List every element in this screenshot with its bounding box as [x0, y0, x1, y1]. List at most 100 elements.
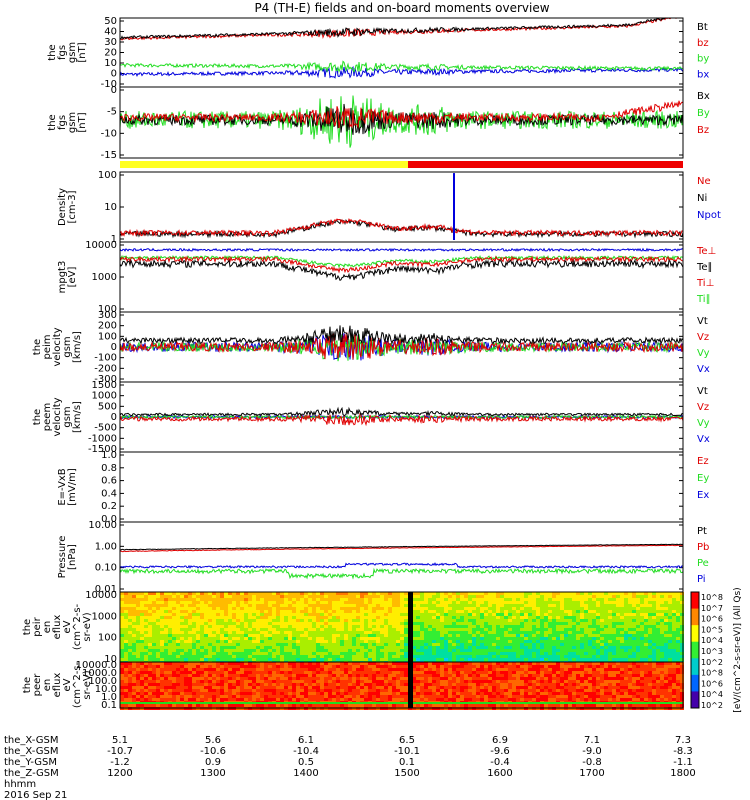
- spectrogram-cell: [168, 652, 172, 655]
- spectrogram-cell: [608, 604, 612, 607]
- spectrogram-cell: [436, 649, 440, 652]
- spectrogram-cell: [136, 649, 140, 652]
- spectrogram-cell: [468, 637, 472, 640]
- spectrogram-cell: [412, 686, 416, 689]
- spectrogram-cell: [648, 655, 652, 658]
- spectrogram-cell: [124, 634, 128, 637]
- spectrogram-cell: [356, 607, 360, 610]
- spectrogram-cell: [192, 662, 196, 665]
- spectrogram-cell: [424, 662, 428, 665]
- spectrogram-cell: [140, 698, 144, 701]
- spectrogram-cell: [212, 677, 216, 680]
- spectrogram-cell: [324, 628, 328, 631]
- spectrogram-cell: [288, 671, 292, 674]
- spectrogram-cell: [528, 598, 532, 601]
- Pi-trace: [119, 562, 684, 569]
- spectrogram-cell: [144, 601, 148, 604]
- spectrogram-cell: [416, 640, 420, 643]
- spectrogram-cell: [332, 652, 336, 655]
- spectrogram-cell: [492, 613, 496, 616]
- spectrogram-cell: [412, 658, 416, 661]
- spectrogram-cell: [452, 643, 456, 646]
- spectrogram-cell: [328, 601, 332, 604]
- spectrogram-cell: [356, 649, 360, 652]
- spectrogram-cell: [520, 655, 524, 658]
- spectrogram-cell: [372, 601, 376, 604]
- spectrogram-cell: [372, 625, 376, 628]
- spectrogram-cell: [628, 595, 632, 598]
- spectrogram-cell: [212, 704, 216, 707]
- spectrogram-cell: [584, 649, 588, 652]
- spectrogram-cell: [352, 649, 356, 652]
- spectrogram-cell: [500, 643, 504, 646]
- spectrogram-cell: [312, 610, 316, 613]
- spectrogram-cell: [428, 698, 432, 701]
- spectrogram-cell: [424, 695, 428, 698]
- spectrogram-cell: [324, 616, 328, 619]
- spectrogram-cell: [280, 637, 284, 640]
- spectrogram-cell: [500, 637, 504, 640]
- spectrogram-cell: [120, 662, 124, 665]
- spectrogram-cell: [396, 637, 400, 640]
- spectrogram-cell: [280, 598, 284, 601]
- spectrogram-cell: [388, 695, 392, 698]
- spectrogram-cell: [184, 683, 188, 686]
- spectrogram-cell: [468, 625, 472, 628]
- spectrogram-cell: [644, 619, 648, 622]
- spectrogram-cell: [148, 625, 152, 628]
- spectrogram-cell: [340, 686, 344, 689]
- spectrogram-cell: [172, 655, 176, 658]
- spectrogram-cell: [304, 655, 308, 658]
- spectrogram-cell: [444, 674, 448, 677]
- spectrogram-cell: [136, 592, 140, 595]
- spectrogram-cell: [212, 601, 216, 604]
- spectrogram-cell: [164, 628, 168, 631]
- spectrogram-cell: [260, 601, 264, 604]
- spectrogram-cell: [592, 646, 596, 649]
- spectrogram-cell: [180, 631, 184, 634]
- spectrogram-cell: [244, 665, 248, 668]
- spectrogram-cell: [292, 686, 296, 689]
- spectrogram-cell: [560, 610, 564, 613]
- spectrogram-cell: [612, 640, 616, 643]
- spectrogram-cell: [476, 601, 480, 604]
- spectrogram-cell: [644, 595, 648, 598]
- spectrogram-cell: [580, 649, 584, 652]
- spectrogram-cell: [300, 689, 304, 692]
- spectrogram-cell: [484, 646, 488, 649]
- spectrogram-cell: [628, 646, 632, 649]
- spectrogram-cell: [344, 613, 348, 616]
- spectrogram-cell: [528, 622, 532, 625]
- spectrogram-cell: [256, 649, 260, 652]
- spectrogram-cell: [460, 640, 464, 643]
- spectrogram-cell: [444, 598, 448, 601]
- spectrogram-cell: [436, 631, 440, 634]
- spectrogram-cell: [504, 634, 508, 637]
- spectrogram-cell: [460, 613, 464, 616]
- spectrogram-cell: [492, 619, 496, 622]
- spectrogram-cell: [664, 598, 668, 601]
- spectrogram-cell: [308, 671, 312, 674]
- spectrogram-cell: [292, 677, 296, 680]
- spectrogram-cell: [188, 689, 192, 692]
- spectrogram-cell: [400, 610, 404, 613]
- spectrogram-cell: [668, 625, 672, 628]
- spectrogram-cell: [420, 619, 424, 622]
- spectrogram-cell: [148, 658, 152, 661]
- spectrogram-cell: [280, 658, 284, 661]
- spectrogram-cell: [680, 658, 684, 661]
- spectrogram-cell: [568, 640, 572, 643]
- spectrogram-cell: [484, 610, 488, 613]
- spectrogram-cell: [668, 658, 672, 661]
- spectrogram-cell: [160, 604, 164, 607]
- ylabel-line: [nT]: [77, 42, 88, 62]
- spectrogram-cell: [396, 607, 400, 610]
- spectrogram-cell: [368, 637, 372, 640]
- spectrogram-cell: [136, 640, 140, 643]
- spectrogram-cell: [184, 671, 188, 674]
- spectrogram-cell: [312, 704, 316, 707]
- spectrogram-cell: [136, 613, 140, 616]
- spectrogram-cell: [444, 649, 448, 652]
- spectrogram-cell: [324, 610, 328, 613]
- spectrogram-cell: [120, 634, 124, 637]
